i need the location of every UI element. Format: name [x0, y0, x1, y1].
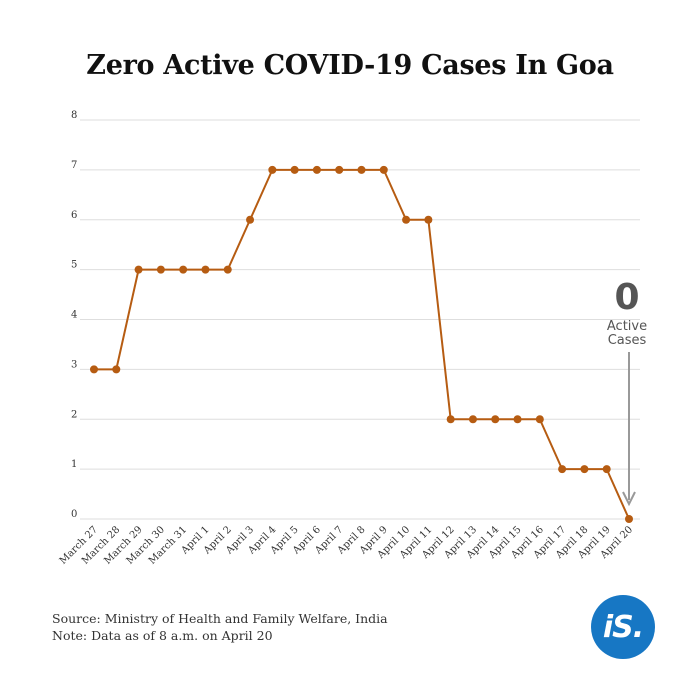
y-tick-label: 0	[71, 509, 77, 520]
data-point	[357, 165, 366, 174]
data-point	[201, 265, 210, 274]
source-text: Source: Ministry of Health and Family We…	[52, 611, 388, 626]
y-tick-label: 6	[71, 210, 77, 221]
y-tick-label: 5	[71, 260, 77, 271]
y-tick-label: 2	[71, 409, 77, 420]
data-point	[223, 265, 232, 274]
data-point	[424, 215, 433, 224]
data-point	[268, 165, 277, 174]
data-point	[625, 515, 633, 523]
series-line	[94, 168, 630, 520]
data-point	[379, 165, 388, 174]
chart-title: Zero Active COVID-19 Cases In Goa	[86, 50, 614, 81]
annotation-arrow-head	[622, 491, 636, 507]
footer-notes: Source: Ministry of Health and Family We…	[52, 610, 388, 644]
data-point	[246, 215, 255, 224]
data-point	[468, 415, 477, 424]
data-point	[491, 415, 500, 424]
y-tick-label: 1	[71, 459, 77, 470]
annotation-label-line2: Cases	[608, 333, 647, 348]
y-tick-label: 3	[71, 359, 77, 370]
data-point	[290, 165, 299, 174]
data-point	[335, 165, 344, 174]
data-point	[535, 415, 544, 424]
series-active-cases	[90, 165, 633, 523]
note-text: Note: Data as of 8 a.m. on April 20	[52, 628, 273, 643]
data-point	[156, 265, 165, 274]
data-point	[580, 465, 589, 474]
data-point	[602, 465, 611, 474]
indiaspend-logo: iS.	[591, 595, 655, 659]
data-point	[558, 465, 567, 474]
annotation-value: 0	[614, 277, 639, 318]
y-axis-ticks: 0 1 2 3 4 5 6 7 8	[71, 110, 77, 520]
y-tick-label: 8	[71, 110, 77, 121]
gridlines	[80, 119, 640, 520]
data-point	[112, 365, 121, 374]
data-point	[312, 165, 321, 174]
data-point	[179, 265, 188, 274]
data-point	[513, 415, 522, 424]
data-point	[402, 215, 411, 224]
data-point	[446, 415, 455, 424]
y-tick-label: 7	[71, 160, 77, 171]
data-point	[90, 365, 98, 374]
data-point	[134, 265, 143, 274]
y-tick-label: 4	[71, 310, 77, 321]
annotation-label-line1: Active	[607, 319, 647, 334]
